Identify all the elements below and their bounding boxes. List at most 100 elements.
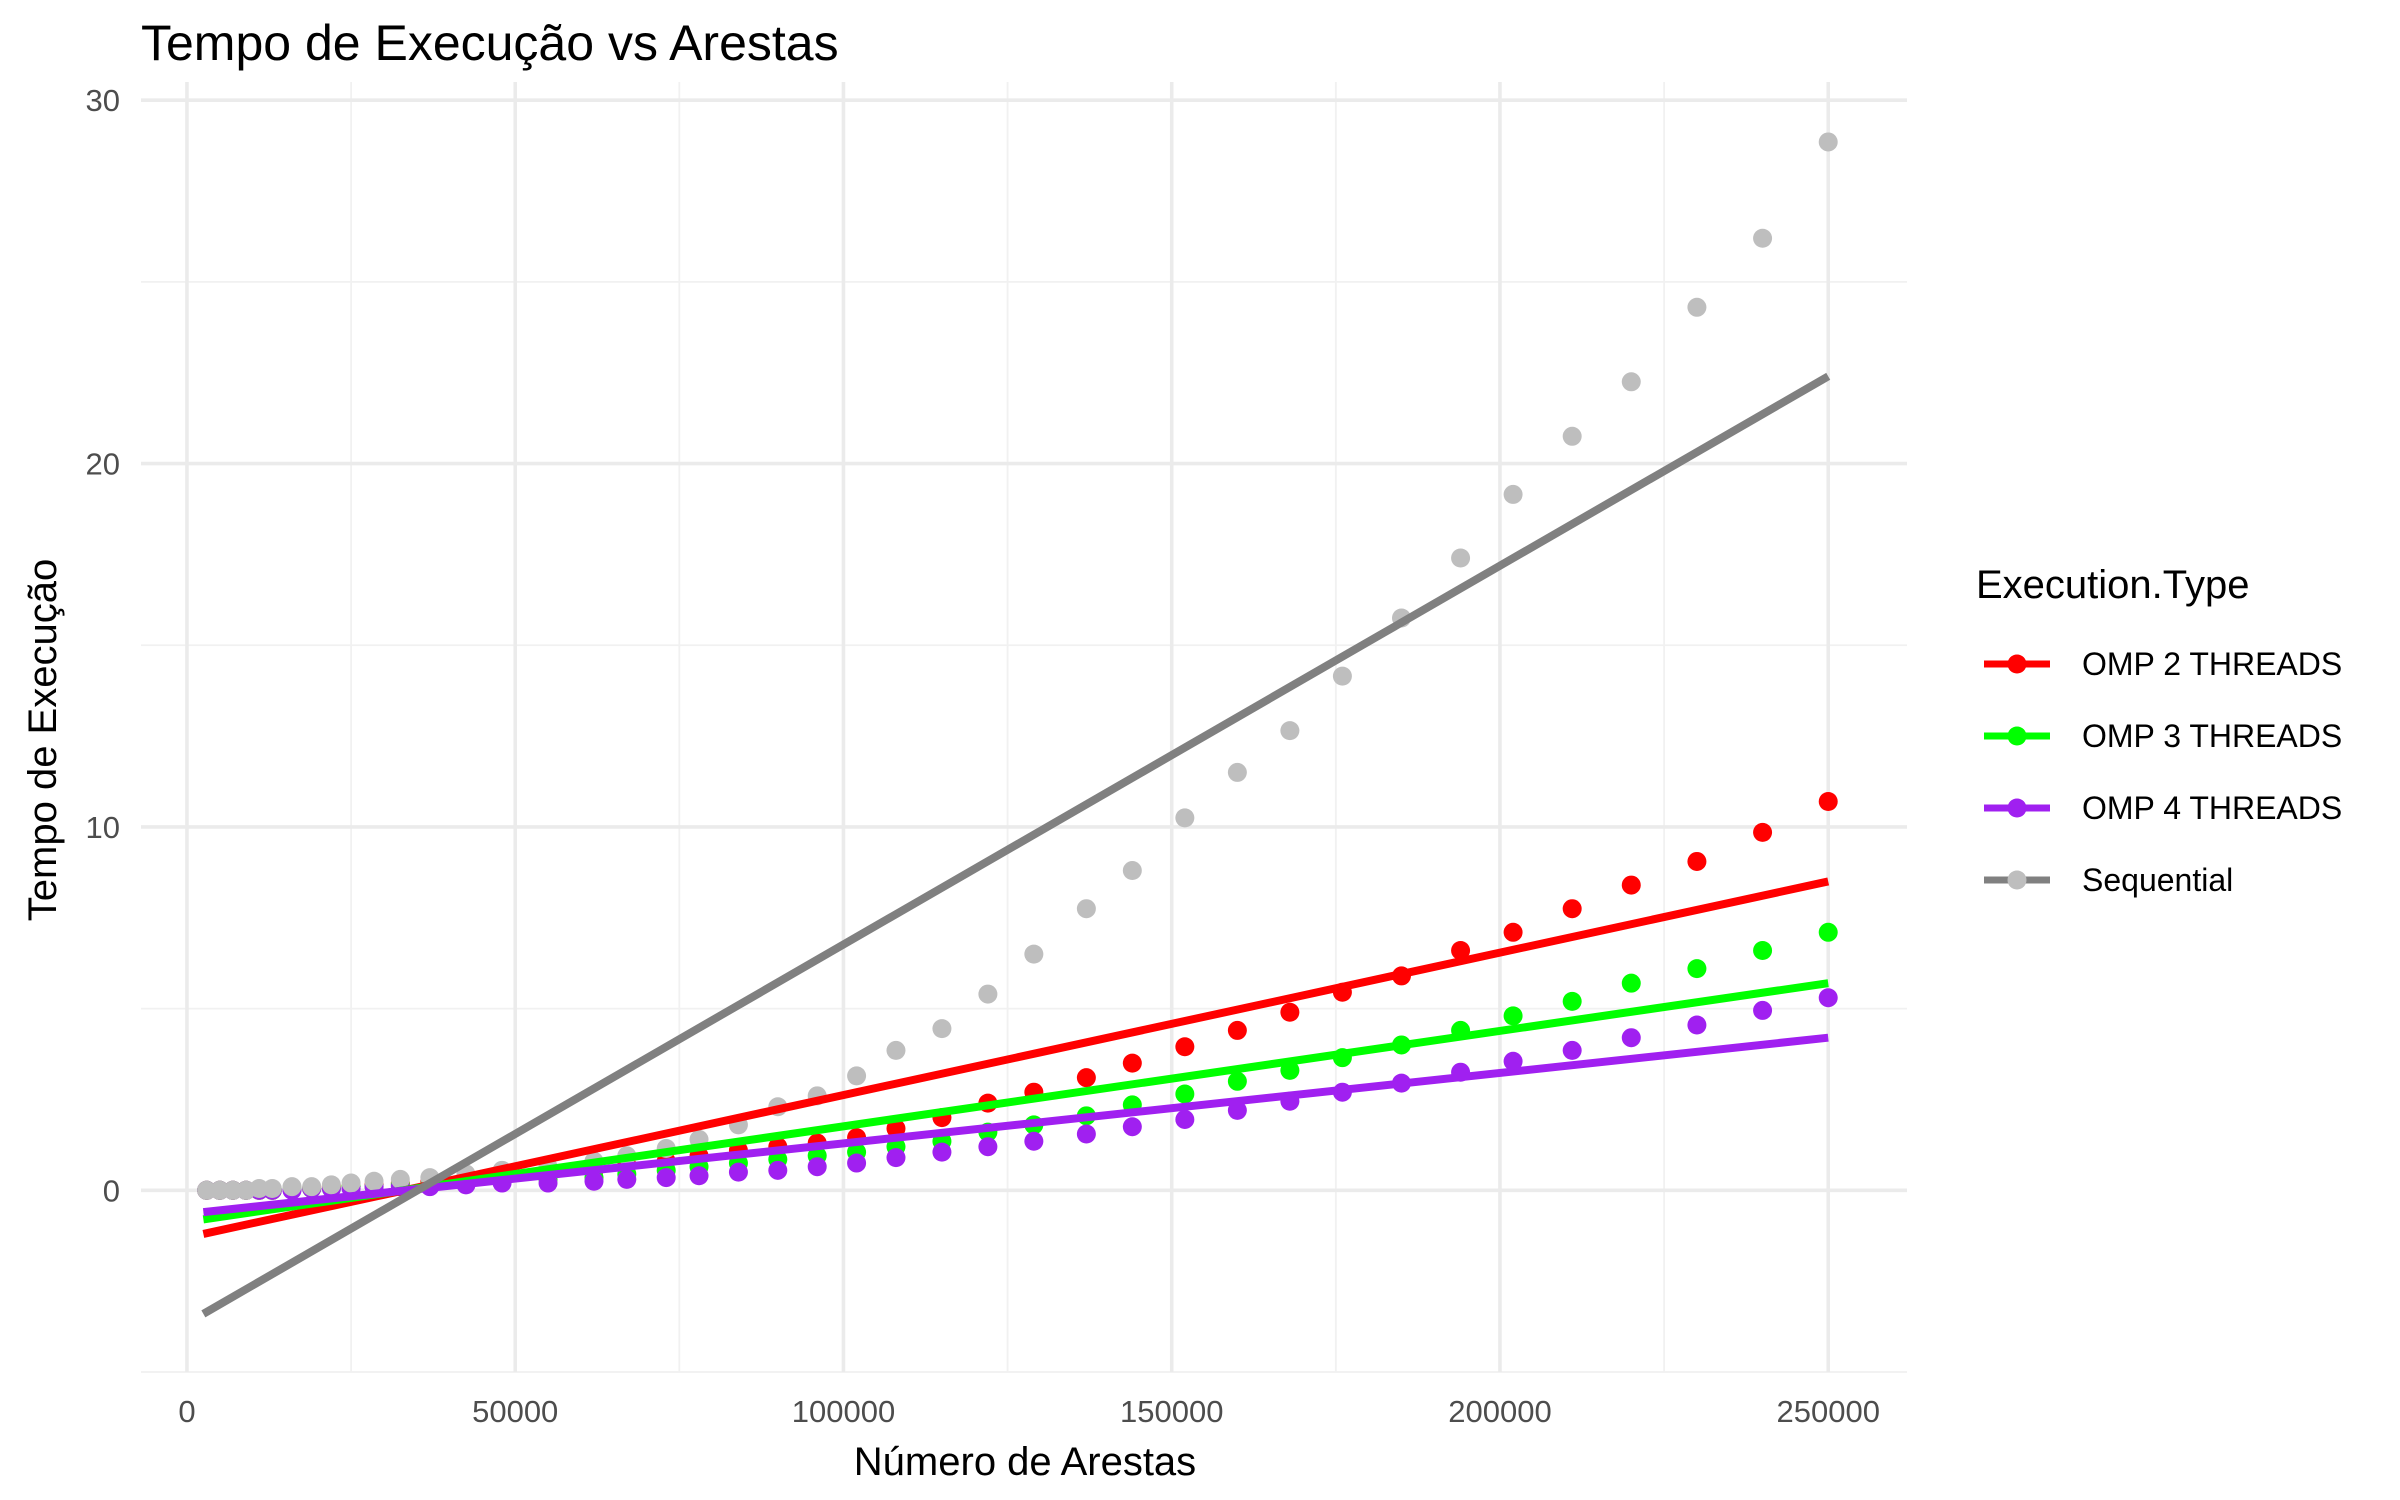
point-omp-3-threads [1621,973,1641,993]
point-omp-2-threads [1753,822,1773,842]
point-omp-4-threads [1076,1124,1096,1144]
point-omp-4-threads [728,1162,748,1182]
legend-point-swatch [2007,870,2027,890]
point-omp-4-threads [584,1171,604,1191]
point-sequential [210,1180,230,1200]
point-omp-4-threads [1122,1117,1142,1137]
point-sequential [249,1178,269,1198]
legend-item-omp-4-threads: OMP 4 THREADS [1984,790,2342,826]
x-tick-label: 200000 [1448,1394,1551,1429]
x-tick-label: 150000 [1120,1394,1223,1429]
point-sequential [197,1180,217,1200]
y-tick-label: 0 [103,1173,120,1208]
legend-title: Execution.Type [1976,563,2250,607]
point-sequential [262,1178,282,1198]
trend-line-sequential [201,372,1831,1318]
legend-item-sequential: Sequential [1984,862,2233,898]
legend-point-swatch [2007,654,2027,674]
point-omp-2-threads [1503,922,1523,942]
legend: Execution.Type OMP 2 THREADS OMP 3 THREAD… [1976,563,2342,898]
point-omp-4-threads [978,1137,998,1157]
point-omp-4-threads [807,1157,827,1177]
x-tick-label: 0 [178,1394,195,1429]
point-sequential [1753,228,1773,248]
point-omp-2-threads [1818,791,1838,811]
point-omp-3-threads [1818,922,1838,942]
point-omp-2-threads [1076,1068,1096,1088]
point-sequential [1818,132,1838,152]
y-tick-label: 30 [86,83,120,118]
trend-lines [201,372,1831,1318]
point-omp-4-threads [847,1153,867,1173]
legend-label: Sequential [2082,862,2233,898]
point-sequential [1280,721,1300,741]
point-omp-3-threads [1227,1071,1247,1091]
x-tick-label: 100000 [792,1394,895,1429]
point-omp-4-threads [1621,1028,1641,1048]
y-tick-label: 20 [86,447,120,482]
y-axis-title: Tempo de Execução [21,559,65,921]
point-sequential [1076,899,1096,919]
y-tick-label: 10 [86,810,120,845]
grid [141,82,1907,1373]
point-omp-3-threads [1503,1006,1523,1026]
point-omp-4-threads [886,1148,906,1168]
point-sequential [1621,372,1641,392]
point-omp-3-threads [1753,940,1773,960]
legend-label: OMP 4 THREADS [2082,790,2342,826]
point-omp-2-threads [1122,1053,1142,1073]
point-omp-2-threads [1280,1002,1300,1022]
point-omp-4-threads [1687,1015,1707,1035]
point-omp-4-threads [932,1142,952,1162]
point-sequential [1503,484,1523,504]
point-omp-2-threads [1621,875,1641,895]
point-sequential [1332,666,1352,686]
point-omp-4-threads [1503,1051,1523,1071]
legend-label: OMP 2 THREADS [2082,646,2342,682]
point-sequential [932,1019,952,1039]
point-omp-2-threads [1175,1037,1195,1057]
point-sequential [390,1169,410,1189]
point-sequential [223,1180,243,1200]
point-sequential [282,1177,302,1197]
point-omp-2-threads [1562,899,1582,919]
legend-label: OMP 3 THREADS [2082,718,2342,754]
trend-line-omp-4-threads [202,1033,1829,1217]
point-sequential [1562,426,1582,446]
point-sequential [1687,297,1707,317]
point-sequential [1024,944,1044,964]
point-omp-2-threads [1227,1020,1247,1040]
point-omp-3-threads [1175,1084,1195,1104]
point-sequential [302,1177,322,1197]
point-omp-4-threads [1753,1000,1773,1020]
point-omp-2-threads [1687,851,1707,871]
point-omp-4-threads [1024,1131,1044,1151]
x-tick-label: 50000 [472,1394,558,1429]
point-sequential [886,1040,906,1060]
legend-item-omp-2-threads: OMP 2 THREADS [1984,646,2342,682]
point-omp-4-threads [1175,1109,1195,1129]
chart-title: Tempo de Execução vs Arestas [141,15,839,71]
point-omp-4-threads [689,1166,709,1186]
legend-point-swatch [2007,798,2027,818]
point-sequential [364,1171,384,1191]
point-omp-4-threads [1818,988,1838,1008]
point-omp-3-threads [1687,959,1707,979]
point-sequential [321,1175,341,1195]
point-omp-3-threads [1562,991,1582,1011]
point-sequential [978,984,998,1004]
legend-point-swatch [2007,726,2027,746]
point-sequential [1451,548,1471,568]
point-sequential [847,1066,867,1086]
x-axis-title: Número de Arestas [854,1440,1196,1484]
x-tick-label: 250000 [1776,1394,1879,1429]
trend-line-omp-2-threads [202,877,1830,1238]
point-sequential [1175,808,1195,828]
point-omp-4-threads [656,1168,676,1188]
tick-labels: 0 50000 100000 150000 200000 250000 0 10 20 30 [86,83,1880,1429]
point-omp-4-threads [617,1169,637,1189]
point-sequential [1227,762,1247,782]
legend-item-omp-3-threads: OMP 3 THREADS [1984,718,2342,754]
